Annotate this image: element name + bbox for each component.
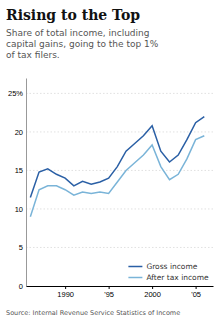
y-tick: 0 bbox=[19, 282, 26, 291]
y-tick-label: 5 bbox=[19, 243, 23, 252]
x-tick-mark bbox=[152, 286, 153, 289]
y-tick: 25% bbox=[8, 89, 26, 98]
source: Source: Internal Revenue Service Statist… bbox=[6, 309, 180, 317]
y-tick-label: 15 bbox=[15, 166, 23, 175]
subtitle: Share of total income, includingcapital … bbox=[6, 28, 159, 60]
y-tick-label: 10 bbox=[15, 205, 23, 214]
y-tick: 20 bbox=[15, 128, 26, 137]
x-tick: '95 bbox=[104, 286, 114, 299]
x-tick-label: '95 bbox=[104, 290, 114, 299]
legend: Gross income After tax income bbox=[128, 262, 209, 282]
x-tick-mark bbox=[109, 286, 110, 289]
x-tick-label: 2000 bbox=[144, 290, 161, 299]
lines bbox=[30, 117, 204, 217]
y-tick: 10 bbox=[15, 205, 26, 214]
subtitle-line: Share of total income, including bbox=[6, 28, 149, 38]
y-tick-label: 20 bbox=[15, 128, 23, 137]
y-axis: 0 5 10 15 20 25% bbox=[8, 79, 27, 291]
grid-line bbox=[26, 170, 213, 171]
subtitle-line: of tax filers. bbox=[6, 50, 60, 60]
x-tick-mark bbox=[196, 286, 197, 289]
grid-line bbox=[26, 208, 213, 209]
x-tick: 1990 bbox=[57, 286, 74, 299]
legend-item: After tax income bbox=[128, 273, 209, 282]
legend-item: Gross income bbox=[128, 262, 197, 271]
plot: 0 5 10 15 20 25% 1990 '95 2000 '05 Gross income Aft… bbox=[8, 79, 214, 300]
y-axis-line bbox=[26, 79, 27, 287]
y-tick: 15 bbox=[15, 166, 26, 175]
x-axis: 1990 '95 2000 '05 bbox=[27, 286, 214, 299]
y-tick-label: 25% bbox=[8, 89, 23, 98]
grid-line bbox=[26, 247, 213, 248]
legend-label: After tax income bbox=[146, 273, 209, 282]
grid bbox=[26, 93, 213, 247]
legend-label: Gross income bbox=[146, 262, 197, 271]
x-tick-mark bbox=[65, 286, 66, 289]
grid-line bbox=[26, 131, 213, 132]
x-tick-label: '05 bbox=[191, 290, 201, 299]
chart: Rising to the Top Share of total income, … bbox=[0, 0, 221, 320]
legend-swatch bbox=[128, 277, 142, 279]
x-tick-label: 1990 bbox=[57, 290, 74, 299]
grid-line bbox=[26, 93, 213, 94]
x-tick: 2000 bbox=[144, 286, 161, 299]
legend-swatch bbox=[128, 266, 142, 268]
y-tick-label: 0 bbox=[19, 282, 23, 291]
subtitle-line: capital gains, going to the top 1% bbox=[6, 39, 159, 49]
y-tick: 5 bbox=[19, 243, 26, 252]
title: Rising to the Top bbox=[6, 7, 140, 23]
x-axis-line bbox=[27, 286, 214, 287]
x-tick: '05 bbox=[191, 286, 201, 299]
series-line bbox=[30, 136, 204, 217]
